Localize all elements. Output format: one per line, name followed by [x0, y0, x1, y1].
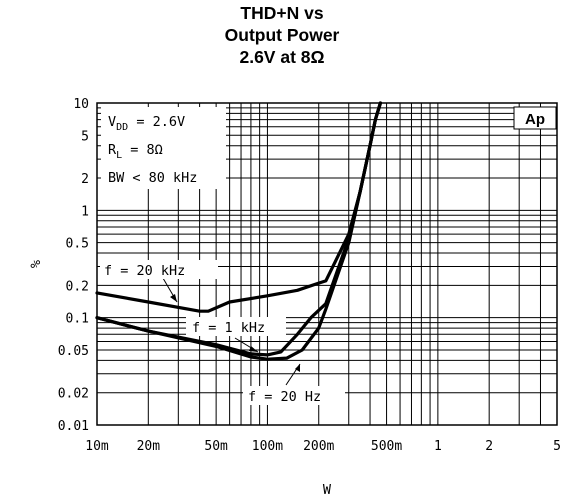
- series-lines: [95, 101, 382, 361]
- x-tick-label: 10m: [85, 439, 109, 454]
- x-tick-label: 2: [485, 439, 493, 454]
- conditions-box: VDD = 2.6V RL = 8Ω BW < 80 kHz: [101, 107, 226, 189]
- chart-title-line-3: 2.6V at 8Ω: [239, 47, 325, 67]
- x-axis-label: W: [323, 482, 332, 498]
- series-line-2: [95, 101, 382, 361]
- label-1khz: f = 1 kHz: [192, 320, 265, 336]
- x-tick-label: 1: [434, 439, 442, 454]
- y-tick-label: 0.01: [58, 419, 89, 434]
- ap-badge-label: Ap: [525, 111, 545, 128]
- y-tick-label: 1: [81, 204, 89, 219]
- condition-vdd: VDD = 2.6V: [108, 114, 185, 133]
- y-tick-label: 0.2: [66, 279, 89, 294]
- annotation-arrowheads: [170, 294, 300, 372]
- y-tick-label: 0.1: [66, 312, 89, 327]
- y-tick-label: 5: [81, 129, 89, 144]
- y-tick-label: 0.05: [58, 344, 89, 359]
- condition-bw: BW < 80 kHz: [108, 170, 197, 186]
- y-axis-label: %: [28, 260, 44, 268]
- y-tick-label: 0.5: [66, 237, 89, 252]
- x-axis-ticks: 10m 20m 50m 100m 200m 500m 1 2 5: [85, 439, 561, 454]
- y-tick-label: 2: [81, 172, 89, 187]
- x-tick-label: 20m: [137, 439, 161, 454]
- x-tick-label: 200m: [303, 439, 334, 454]
- label-20khz: f = 20 kHz: [104, 263, 185, 279]
- x-tick-label: 100m: [252, 439, 283, 454]
- x-tick-label: 500m: [371, 439, 402, 454]
- label-20hz: f = 20 Hz: [248, 389, 321, 405]
- y-tick-label: 0.02: [58, 387, 89, 402]
- condition-rl: RL = 8Ω: [108, 142, 163, 161]
- chart-title-line-1: THD+N vs: [240, 3, 324, 23]
- chart-title-line-2: Output Power: [224, 25, 340, 45]
- series-labels: f = 20 kHz f = 1 kHz f = 20 Hz: [100, 260, 345, 405]
- ap-badge: Ap: [513, 106, 557, 130]
- x-tick-label: 5: [553, 439, 561, 454]
- plot-frame: [96, 102, 558, 426]
- x-tick-label: 50m: [204, 439, 228, 454]
- y-axis-ticks: 0.01 0.02 0.05 0.1 0.2 0.5 1 2 5 10: [58, 97, 89, 434]
- y-tick-label: 10: [73, 97, 89, 112]
- chart-title: THD+N vs Output Power 2.6V at 8Ω: [0, 2, 564, 68]
